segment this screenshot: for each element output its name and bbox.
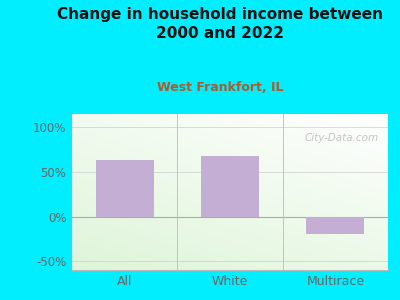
Bar [201,156,259,217]
Text: City-Data.com: City-Data.com [304,133,378,143]
Text: West Frankfort, IL: West Frankfort, IL [157,81,283,94]
Bar [96,160,154,217]
Text: Change in household income between
2000 and 2022: Change in household income between 2000 … [57,8,383,41]
Bar [306,217,364,234]
